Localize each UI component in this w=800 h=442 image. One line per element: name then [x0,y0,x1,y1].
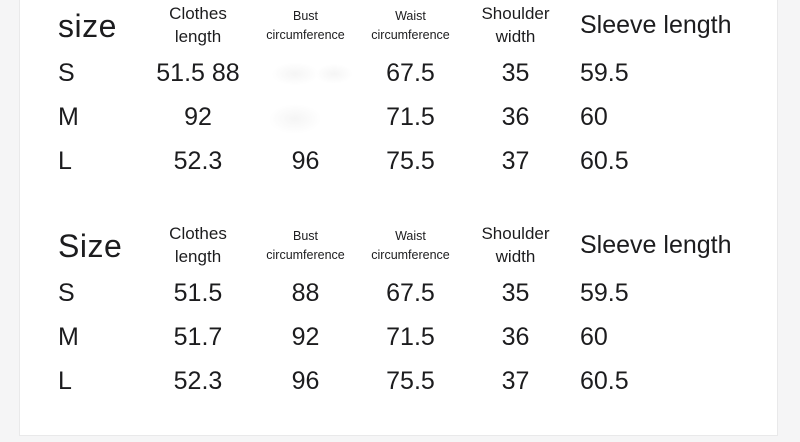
waist-circumference-cell: 71.5 [386,102,435,131]
sleeve-length-cell: 59.5 [580,58,629,87]
header-line: Waist [395,9,426,24]
header-line: circumference [371,28,450,42]
size-cell: M [58,322,79,351]
size-chart-panel: size Clothes length Bust circumference W… [19,0,778,436]
header-line: width [495,27,536,46]
table-header-row: size Clothes length Bust circumference W… [58,1,778,51]
header-line: length [174,27,222,46]
table-row: S 51.5 88 67.5 35 59.5 [58,271,778,315]
header-line: Clothes [169,4,227,24]
header-line: circumference [266,248,345,262]
header-line: Shoulder [481,224,550,244]
header-line: Bust [292,9,318,24]
header-line: width [495,247,536,266]
table-row: M 51.7 92 71.5 36 60 [58,315,778,359]
shoulder-width-cell: 35 [501,278,530,307]
waist-circumference-cell: 75.5 [386,146,435,175]
bust-circumference-cell: 96 [291,146,320,175]
header-line: Bust [292,229,318,244]
header-line: circumference [266,28,345,42]
bust-circumference-header: Bust circumference [253,7,358,45]
sleeve-length-header: Sleeve length [580,231,732,260]
clothes-length-cell: 92 [184,102,212,131]
table-row: L 52.3 96 75.5 37 60.5 [58,139,778,183]
sleeve-length-cell: 60 [580,322,608,351]
clothes-length-cell: 51.5 88 [156,58,240,87]
clothes-length-cell: 52.3 [173,146,223,175]
size-column-title: size [58,8,117,44]
shoulder-width-cell: 37 [501,366,530,395]
table-row: L 52.3 96 75.5 37 60.5 [58,359,778,403]
header-line: Clothes [169,224,227,244]
size-table-1: size Clothes length Bust circumference W… [58,1,778,183]
sleeve-length-header: Sleeve length [580,11,732,40]
shoulder-width-header: Shoulder width [463,3,568,49]
waist-circumference-header: Waist circumference [358,227,463,265]
waist-circumference-cell: 71.5 [386,322,435,351]
size-cell: L [58,146,72,175]
bust-circumference-cell: 88 [291,278,320,307]
clothes-length-cell: 51.7 [173,322,223,351]
header-line: Waist [395,229,426,244]
bust-circumference-cell: 96 [291,366,320,395]
waist-circumference-cell: 75.5 [386,366,435,395]
sleeve-length-cell: 60.5 [580,146,629,175]
size-cell: S [58,58,75,87]
size-cell: L [58,366,72,395]
bust-circumference-header: Bust circumference [253,227,358,265]
bust-circumference-cell: 92 [291,322,320,351]
sleeve-length-cell: 60 [580,102,608,131]
clothes-length-cell: 52.3 [173,366,223,395]
header-line: Shoulder [481,4,550,24]
size-table-2: Size Clothes length Bust circumference W… [58,221,778,403]
table-row: M 92 71.5 36 60 [58,95,778,139]
table-header-row: Size Clothes length Bust circumference W… [58,221,778,271]
header-line: length [174,247,222,266]
waist-circumference-header: Waist circumference [358,7,463,45]
shoulder-width-cell: 36 [501,322,530,351]
waist-circumference-cell: 67.5 [386,278,435,307]
shoulder-width-header: Shoulder width [463,223,568,269]
shoulder-width-cell: 36 [501,102,530,131]
size-column-title: Size [58,228,123,264]
waist-circumference-cell: 67.5 [386,58,435,87]
shoulder-width-cell: 35 [501,58,530,87]
sleeve-length-cell: 59.5 [580,278,629,307]
table-row: S 51.5 88 67.5 35 59.5 [58,51,778,95]
size-cell: S [58,278,75,307]
size-cell: M [58,102,79,131]
clothes-length-cell: 51.5 [173,278,223,307]
sleeve-length-cell: 60.5 [580,366,629,395]
shoulder-width-cell: 37 [501,146,530,175]
clothes-length-header: Clothes length [143,3,253,49]
clothes-length-header: Clothes length [143,223,253,269]
header-line: circumference [371,248,450,262]
